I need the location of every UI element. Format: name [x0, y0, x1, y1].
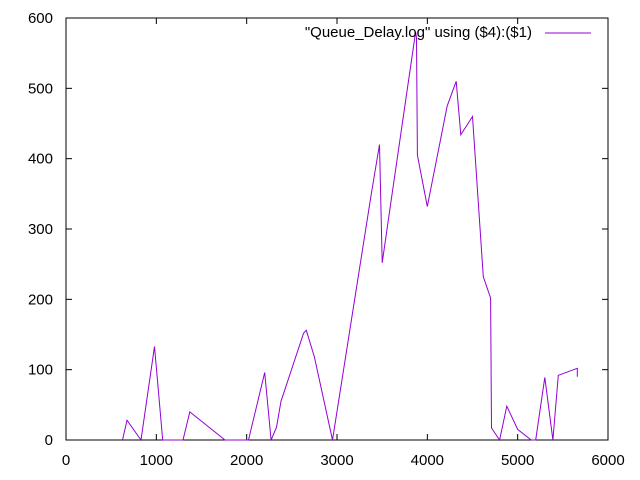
y-tick-label: 0 — [45, 432, 53, 449]
legend-label: "Queue_Delay.log" using ($4):($1) — [305, 24, 532, 41]
y-tick-label: 300 — [28, 221, 53, 238]
x-tick-label: 4000 — [411, 452, 444, 469]
series-layer — [122, 32, 578, 442]
y-tick-label: 200 — [28, 291, 53, 308]
y-tick-label: 500 — [28, 80, 53, 97]
plot-frame — [65, 17, 609, 441]
x-tick-label: 3000 — [320, 452, 353, 469]
legend: "Queue_Delay.log" using ($4):($1) — [305, 24, 591, 41]
x-tick-label: 6000 — [591, 452, 624, 469]
x-tick-label: 5000 — [501, 452, 534, 469]
x-tick-label: 1000 — [140, 452, 173, 469]
y-tick-label: 100 — [28, 362, 53, 379]
x-tick-label: 0 — [62, 452, 70, 469]
axis-ticks: 0 1000 2000 3000 4000 5000 6000 0 100 200 300 400 50… — [28, 10, 625, 469]
series-line — [122, 32, 578, 442]
y-tick-label: 600 — [28, 10, 53, 27]
x-tick-label: 2000 — [230, 452, 263, 469]
y-tick-label: 400 — [28, 151, 53, 168]
